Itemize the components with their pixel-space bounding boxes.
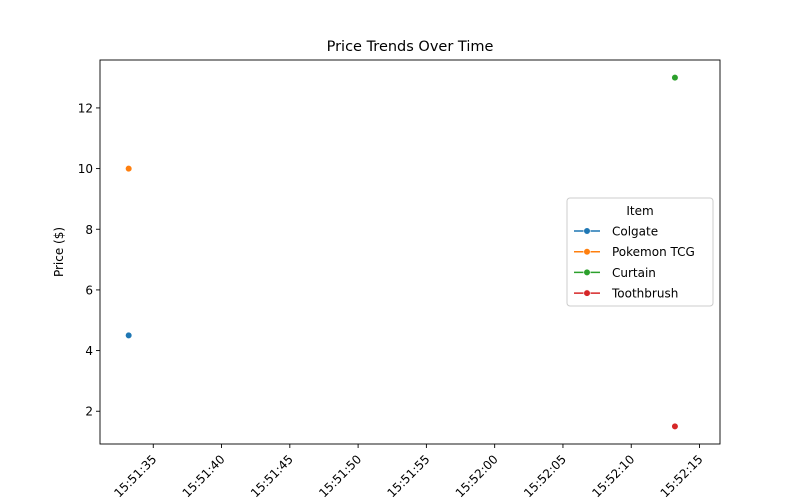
x-tick-label: 15:51:50 [316,452,364,500]
x-tick-label: 15:52:05 [521,452,569,500]
x-tick-label: 15:52:00 [453,452,501,500]
y-tick-label: 2 [85,405,93,419]
y-tick-label: 10 [78,162,93,176]
legend-marker [583,248,591,256]
y-tick-label: 8 [85,223,93,237]
x-tick-label: 15:52:15 [658,452,706,500]
y-tick-label: 6 [85,283,93,297]
data-point [671,73,679,82]
chart-title: Price Trends Over Time [327,39,494,55]
plot-marks [125,73,679,431]
y-axis: 2 4 6 8 10 12 [78,101,100,419]
legend-label: Pokemon TCG [612,245,695,259]
data-point [125,164,133,173]
y-tick-label: 4 [85,344,93,358]
series-pokemon-tcg [125,164,133,173]
legend: Item Colgate Pokemon TCG Curtain Toothbrush [566,197,714,307]
plot-area-frame [99,59,721,445]
y-tick-label: 12 [78,101,93,115]
legend-marker [583,268,591,277]
data-point [671,422,679,431]
legend-marker [583,227,591,235]
legend-entries: Colgate Pokemon TCG Curtain Toothbrush [574,225,695,301]
x-tick-label: 15:51:55 [384,452,432,500]
data-point [125,331,133,340]
x-tick-label: 15:51:40 [180,452,228,500]
x-axis: 15:51:35 15:51:40 15:51:45 15:51:50 15:51:55… [111,444,706,500]
x-tick-label: 15:51:45 [248,452,296,500]
legend-label: Toothbrush [611,287,678,301]
y-axis-label: Price ($) [52,227,66,277]
x-tick-label: 15:52:10 [589,452,637,500]
series-curtain [671,73,679,82]
legend-box [566,197,714,307]
legend-label: Curtain [612,266,656,280]
x-tick-label: 15:51:35 [111,452,159,500]
series-toothbrush [671,422,679,431]
legend-marker [583,289,591,297]
legend-title: Item [626,204,653,218]
series-colgate [125,331,133,340]
legend-label: Colgate [612,225,658,239]
